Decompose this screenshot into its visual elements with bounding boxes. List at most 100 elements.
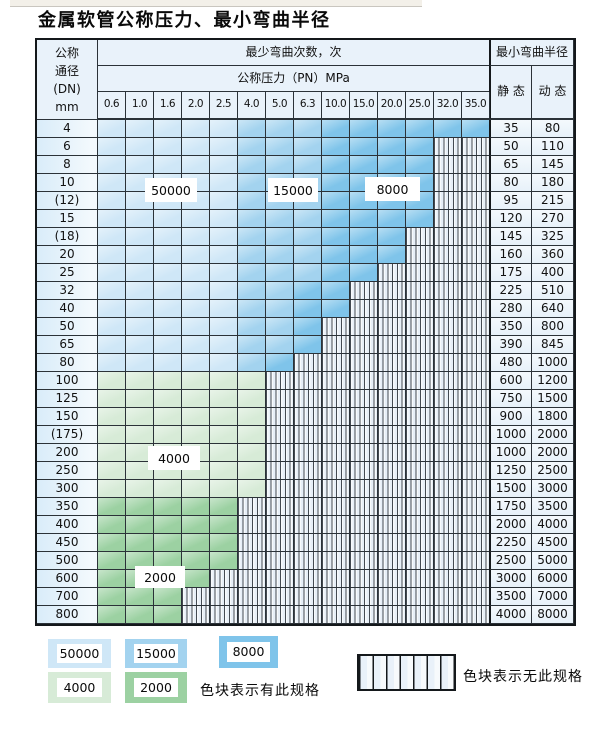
spec-cell-b2 — [294, 210, 322, 228]
no-spec-cell — [350, 462, 378, 480]
no-spec-cell — [294, 462, 322, 480]
dynamic-radius-cell: 325 — [532, 228, 574, 246]
spec-cell-b2 — [238, 228, 266, 246]
spec-cell-g1 — [126, 372, 154, 390]
no-spec-cell — [434, 246, 462, 264]
spec-cell-b1 — [182, 120, 210, 138]
spec-cell-b1 — [126, 138, 154, 156]
spec-cell-g2 — [210, 516, 238, 534]
no-spec-cell — [434, 138, 462, 156]
no-spec-cell — [406, 336, 434, 354]
spec-cell-b2 — [294, 228, 322, 246]
spec-cell-b2 — [266, 138, 294, 156]
spec-cell-b1 — [182, 354, 210, 372]
no-spec-cell — [350, 606, 378, 624]
spec-cell-g2 — [210, 552, 238, 570]
no-spec-cell — [378, 462, 406, 480]
no-spec-cell — [378, 264, 406, 282]
legend-value-15000: 15000 — [133, 644, 179, 663]
spec-cell-g1 — [154, 480, 182, 498]
spec-cell-b3 — [322, 228, 350, 246]
static-radius-cell: 900 — [489, 408, 532, 426]
no-spec-cell — [266, 426, 294, 444]
no-spec-cell — [210, 570, 238, 588]
dn-cell: 125 — [37, 390, 98, 408]
dn-cell: 25 — [37, 264, 98, 282]
spec-cell-b3 — [322, 174, 350, 192]
spec-cell-b1 — [210, 120, 238, 138]
no-spec-cell — [406, 462, 434, 480]
no-spec-cell — [266, 516, 294, 534]
spec-cell-b3 — [294, 318, 322, 336]
dynamic-radius-cell: 640 — [532, 300, 574, 318]
spec-cell-g2 — [154, 588, 182, 606]
spec-cell-b2 — [238, 318, 266, 336]
static-radius-cell: 390 — [489, 336, 532, 354]
spec-cell-b1 — [98, 120, 126, 138]
spec-cell-b1 — [182, 138, 210, 156]
spec-cell-g1 — [238, 408, 266, 426]
no-spec-cell — [406, 408, 434, 426]
spec-cell-b3 — [322, 300, 350, 318]
spec-cell-b2 — [238, 354, 266, 372]
no-spec-cell — [210, 588, 238, 606]
dn-cell: 4 — [37, 120, 98, 138]
dynamic-radius-cell: 4500 — [532, 534, 574, 552]
dynamic-radius-cell: 8000 — [532, 606, 574, 624]
no-spec-cell — [238, 534, 266, 552]
spec-cell-b3 — [378, 246, 406, 264]
spec-cell-b1 — [210, 246, 238, 264]
spec-cell-b2 — [266, 156, 294, 174]
spec-cell-b3 — [378, 120, 406, 138]
no-spec-cell — [350, 390, 378, 408]
static-radius-cell: 145 — [489, 228, 532, 246]
no-spec-cell — [378, 372, 406, 390]
legend-value-4000: 4000 — [56, 677, 103, 698]
spec-cell-g1 — [126, 408, 154, 426]
spec-cell-g1 — [182, 480, 210, 498]
no-spec-cell — [434, 480, 462, 498]
pressure-value-header: 5.0 — [266, 92, 294, 120]
no-spec-cell — [434, 372, 462, 390]
spec-cell-g1 — [126, 480, 154, 498]
static-radius-cell: 1250 — [489, 462, 532, 480]
no-spec-cell — [378, 336, 406, 354]
spec-cell-b2 — [266, 246, 294, 264]
dn-cell: 32 — [37, 282, 98, 300]
spec-cell-g1 — [98, 390, 126, 408]
pressure-value-header: 4.0 — [238, 92, 266, 120]
legend-note-has-spec: 色块表示有此规格 — [200, 683, 320, 699]
spec-cell-g1 — [182, 426, 210, 444]
dn-cell: (18) — [37, 228, 98, 246]
page-title: 金属软管公称压力、最小弯曲半径 — [38, 10, 331, 31]
spec-cell-b3 — [350, 210, 378, 228]
no-spec-cell — [434, 606, 462, 624]
spec-cell-g1 — [182, 390, 210, 408]
pressure-value-header: 15.0 — [350, 92, 378, 120]
no-spec-cell — [266, 372, 294, 390]
no-spec-cell — [462, 372, 490, 390]
no-spec-cell — [294, 498, 322, 516]
no-spec-cell — [294, 408, 322, 426]
no-spec-cell — [322, 336, 350, 354]
no-spec-cell — [462, 588, 490, 606]
spec-cell-b1 — [154, 318, 182, 336]
pressure-value-header: 1.0 — [126, 92, 154, 120]
spec-table: 公称 通径 (DN) mm 最少弯曲次数，次 最小弯曲半径 公称压力（PN）MP… — [35, 38, 576, 626]
no-spec-cell — [322, 408, 350, 426]
no-spec-cell — [406, 282, 434, 300]
spec-cell-g1 — [238, 426, 266, 444]
dn-cell: 6 — [37, 138, 98, 156]
static-radius-cell: 35 — [489, 120, 532, 138]
no-spec-cell — [350, 300, 378, 318]
spec-cell-b1 — [154, 210, 182, 228]
spec-cell-b3 — [350, 156, 378, 174]
dn-cell: 20 — [37, 246, 98, 264]
no-spec-cell — [350, 570, 378, 588]
no-spec-cell — [406, 228, 434, 246]
spec-cell-b3 — [322, 264, 350, 282]
no-spec-cell — [406, 498, 434, 516]
no-spec-cell — [294, 606, 322, 624]
pressure-value-header: 6.3 — [294, 92, 322, 120]
no-spec-cell — [350, 552, 378, 570]
